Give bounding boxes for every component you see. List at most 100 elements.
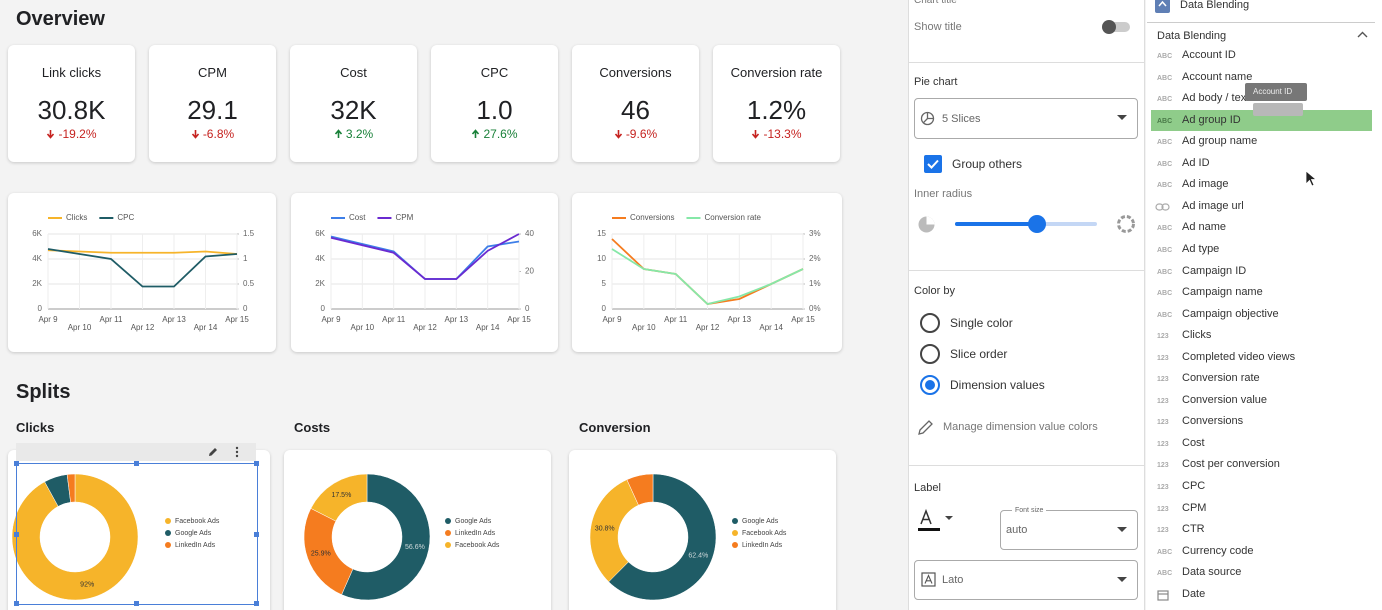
radio-label[interactable]: Slice order — [950, 347, 1008, 361]
radio[interactable] — [920, 313, 940, 333]
legend-label: Google Ads — [742, 518, 779, 525]
field-type: 123 — [1157, 354, 1169, 362]
link-icon-part — [1155, 203, 1164, 211]
legend-label: CPM — [395, 213, 413, 222]
field-type: ABC — [1157, 246, 1173, 254]
chevron-up — [1357, 31, 1368, 38]
kpi-change-row: 27.6% — [431, 127, 558, 141]
dropdown[interactable] — [914, 98, 1138, 139]
field-type: ABC — [1157, 570, 1173, 578]
setting-heading: Color by — [914, 285, 955, 297]
radio[interactable] — [920, 344, 940, 364]
field-item[interactable]: Currency code — [1182, 544, 1254, 557]
y2-tick-label: 20 — [525, 267, 534, 276]
x-tick-label: Apr 10 — [632, 323, 656, 332]
field-item[interactable]: Account name — [1182, 70, 1253, 83]
donut-slice — [589, 479, 639, 583]
kpi-change: 3.2% — [345, 127, 374, 141]
caret — [1117, 577, 1127, 582]
kpi-change-row: -9.6% — [572, 127, 699, 141]
tooltip-shadow — [1253, 103, 1303, 116]
field-type: 123 — [1157, 333, 1169, 341]
kpi-value: 1.0 — [476, 95, 513, 125]
field-item[interactable]: CPC — [1182, 480, 1206, 492]
y2-tick-label: 0 — [243, 304, 248, 313]
slider-thumb[interactable] — [1028, 215, 1046, 233]
font-dropdown[interactable] — [914, 560, 1138, 600]
field-item[interactable]: Ad name — [1182, 221, 1227, 234]
kpi-card: Link clicks 30.8K -19.2% — [8, 45, 135, 162]
slice-label: 17.5% — [331, 492, 351, 499]
donut-chart: 62.4% 30.8% Google Ads Facebook Ads LinkedIn… — [589, 473, 787, 601]
donut-card: 92% Facebook Ads Google Ads LinkedIn Ads — [8, 450, 270, 610]
link-label[interactable]: Manage dimension value colors — [943, 421, 1098, 433]
radio-label[interactable]: Dimension values — [950, 378, 1045, 392]
donut-icon — [1117, 215, 1135, 233]
kpi-change: -9.6% — [625, 127, 658, 141]
field-item[interactable]: Campaign name — [1182, 286, 1263, 299]
field-item[interactable]: CTR — [1182, 523, 1205, 536]
line-chart-card: 0 2K 4K 6K 0 20 40 Apr 9 Apr 10 Apr 11 Apr 12 Apr 1… — [291, 193, 558, 352]
legend-label: Google Ads — [175, 530, 212, 537]
legend-label: Conversion rate — [704, 213, 761, 222]
font-icon-part — [924, 574, 933, 584]
date-icon-part — [1157, 590, 1169, 601]
toggle-track[interactable] — [1103, 22, 1130, 32]
y-tick-label: 10 — [597, 254, 606, 263]
field-item[interactable]: Cost — [1182, 436, 1205, 449]
field-type: ABC — [1157, 548, 1173, 556]
field-item[interactable]: Ad type — [1182, 242, 1220, 255]
checkbox[interactable] — [924, 155, 942, 173]
radio[interactable] — [920, 375, 940, 395]
donut-icon-part — [1117, 215, 1135, 233]
y-tick-label: 15 — [597, 229, 606, 238]
field-item[interactable]: Conversions — [1182, 415, 1244, 428]
field-item[interactable]: Completed video views — [1182, 350, 1296, 363]
x-tick-label: Apr 11 — [382, 315, 406, 324]
caret-part — [1117, 115, 1127, 120]
pencil-icon-part — [918, 420, 933, 435]
field-item[interactable]: Account ID — [1182, 49, 1236, 61]
slider-fill — [955, 222, 1037, 226]
donut-slice — [11, 473, 139, 601]
line-chart: 0 5 10 15 0% 1% 2% 3% Apr 9 Apr 10 Apr 11 Apr 12 Apr… — [597, 213, 821, 332]
radio-label[interactable]: Single color — [950, 316, 1013, 330]
field-item[interactable]: Campaign ID — [1182, 264, 1247, 277]
kpi-value: 46 — [621, 95, 650, 125]
field-item[interactable]: Conversion value — [1182, 393, 1267, 406]
line-chart-card: 0 2K 4K 6K 0 0.5 1 1.5 Apr 9 Apr 10 Apr 11 Apr 12 Ap… — [8, 193, 276, 352]
field-item[interactable]: Ad ID — [1182, 156, 1210, 169]
field-item[interactable]: Ad image url — [1182, 199, 1244, 212]
donut-slice — [341, 473, 431, 601]
pie-icon-part — [922, 112, 934, 124]
y2-tick-label: 2% — [809, 254, 821, 263]
donut-card: 62.4% 30.8% Google Ads Facebook Ads LinkedIn… — [569, 450, 836, 610]
caret — [1117, 115, 1127, 120]
legend-label: Facebook Ads — [742, 530, 787, 537]
x-tick-label: Apr 12 — [131, 323, 155, 332]
field-item[interactable]: Ad image — [1182, 178, 1229, 191]
x-tick-label: Apr 11 — [664, 315, 688, 324]
kpi-value: 32K — [330, 95, 377, 125]
legend-dot — [445, 518, 451, 524]
x-tick-label: Apr 9 — [38, 315, 58, 324]
x-tick-label: Apr 10 — [68, 323, 92, 332]
y2-tick-label: 1% — [809, 279, 821, 288]
field-item[interactable]: Ad group name — [1182, 135, 1258, 148]
y-tick-label: 2K — [315, 279, 325, 288]
font-size-box[interactable] — [1000, 510, 1138, 550]
field-item[interactable]: CPM — [1182, 501, 1207, 514]
field-item[interactable]: Clicks — [1182, 329, 1212, 342]
field-item[interactable]: Conversion rate — [1182, 372, 1260, 385]
legend-dot — [445, 542, 451, 548]
field-item[interactable]: Data source — [1182, 566, 1242, 579]
series-line — [611, 248, 804, 305]
field-item[interactable]: Cost per conversion — [1182, 458, 1280, 471]
link-icon — [1155, 203, 1170, 211]
field-item[interactable]: Date — [1182, 587, 1206, 600]
field-item[interactable]: Ad body / text — [1182, 92, 1250, 105]
field-item[interactable]: Ad group ID — [1182, 113, 1241, 126]
field-item[interactable]: Campaign objective — [1182, 307, 1279, 320]
kpi-label: CPC — [480, 65, 509, 80]
setting-label: Show title — [914, 21, 962, 33]
